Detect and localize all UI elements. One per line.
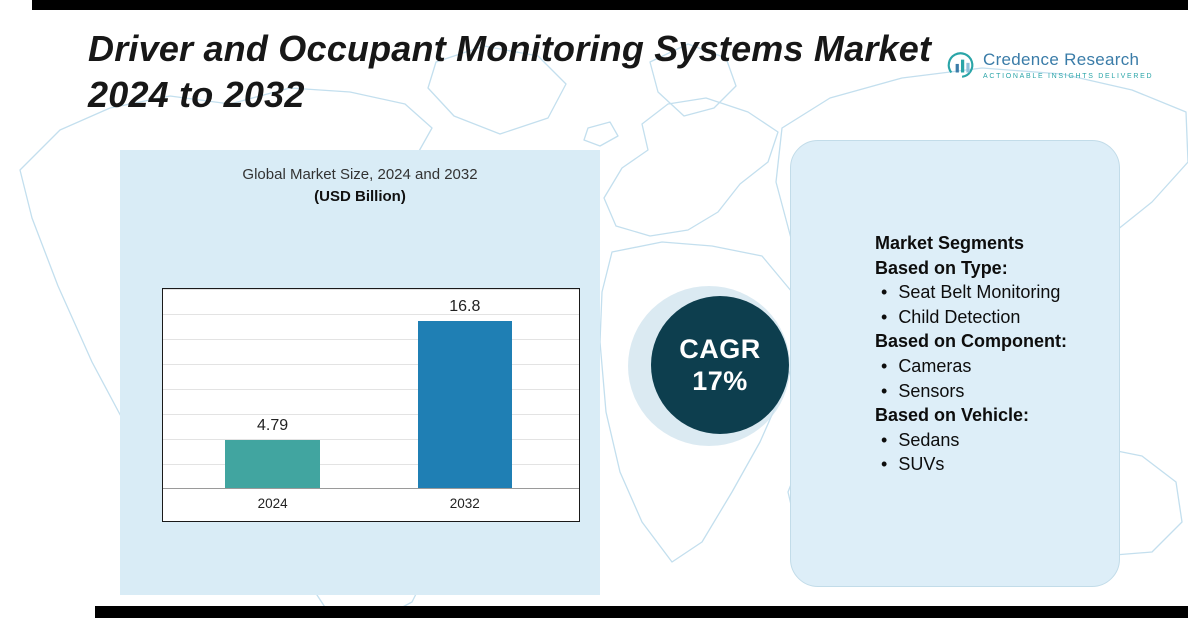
bar-group-2024: 4.79: [225, 289, 320, 488]
bar-2024: [225, 440, 320, 488]
chart-subtitle: (USD Billion): [314, 188, 406, 205]
market-size-panel: Global Market Size, 2024 and 2032 (USD B…: [120, 150, 600, 595]
segment-item: Child Detection: [875, 305, 1089, 330]
page-title-line2: 2024 to 2032: [88, 74, 305, 115]
bar-value-label-2024: 4.79: [257, 417, 289, 435]
segments-heading: Market Segments: [875, 233, 1025, 253]
segment-item: Sedans: [875, 428, 1089, 453]
segment-item-label: Sedans: [898, 429, 960, 450]
logo-chart-icon: [946, 50, 976, 85]
segment-item-label: Cameras: [898, 355, 972, 376]
segment-item: Cameras: [875, 354, 1089, 379]
segment-item-label: Child Detection: [898, 306, 1021, 327]
bottom-edge-bar: [95, 606, 1188, 618]
bar-chart: 4.79 16.8 2024 2032: [162, 288, 580, 522]
logo-name: Credence Research: [983, 50, 1140, 69]
bar-2032: [417, 320, 512, 488]
credence-research-logo: Credence Research ACTIONABLE INSIGHTS DE…: [946, 50, 1153, 85]
segment-group-label-type: Based on Type:: [875, 257, 1008, 278]
cagr-badge: CAGR 17%: [651, 296, 789, 434]
market-segments-panel: Market Segments Based on Type: Seat Belt…: [790, 140, 1120, 587]
segment-item-label: Sensors: [898, 380, 965, 401]
x-axis-label-2024: 2024: [257, 496, 288, 511]
segment-item: SUVs: [875, 452, 1089, 477]
segment-group-label-component: Based on Component:: [875, 331, 1067, 352]
segment-item-label: Seat Belt Monitoring: [898, 282, 1061, 303]
page-title: Driver and Occupant Monitoring Systems M…: [88, 26, 931, 118]
segment-group-label-vehicle: Based on Vehicle:: [875, 405, 1030, 426]
page-title-line1: Driver and Occupant Monitoring Systems M…: [88, 28, 932, 69]
segments-content: Market Segments Based on Type: Seat Belt…: [791, 141, 1119, 477]
cagr-label: CAGR: [679, 334, 761, 364]
chart-title: Global Market Size, 2024 and 2032: [242, 166, 478, 183]
logo-tagline: ACTIONABLE INSIGHTS DELIVERED: [983, 73, 1154, 80]
chart-plot-area: 4.79 16.8: [163, 289, 579, 489]
cagr-value: 17%: [692, 366, 748, 396]
segment-item-label: SUVs: [898, 454, 945, 475]
segment-item: Seat Belt Monitoring: [875, 280, 1089, 305]
x-axis-label-2032: 2032: [449, 496, 480, 511]
x-axis: 2024 2032: [163, 489, 579, 520]
top-edge-bar: [32, 0, 1188, 10]
bar-value-label-2032: 16.8: [449, 297, 481, 315]
segment-item: Sensors: [875, 379, 1089, 404]
bar-group-2032: 16.8: [417, 289, 512, 488]
logo-text: Credence Research ACTIONABLE INSIGHTS DE…: [983, 50, 1153, 80]
